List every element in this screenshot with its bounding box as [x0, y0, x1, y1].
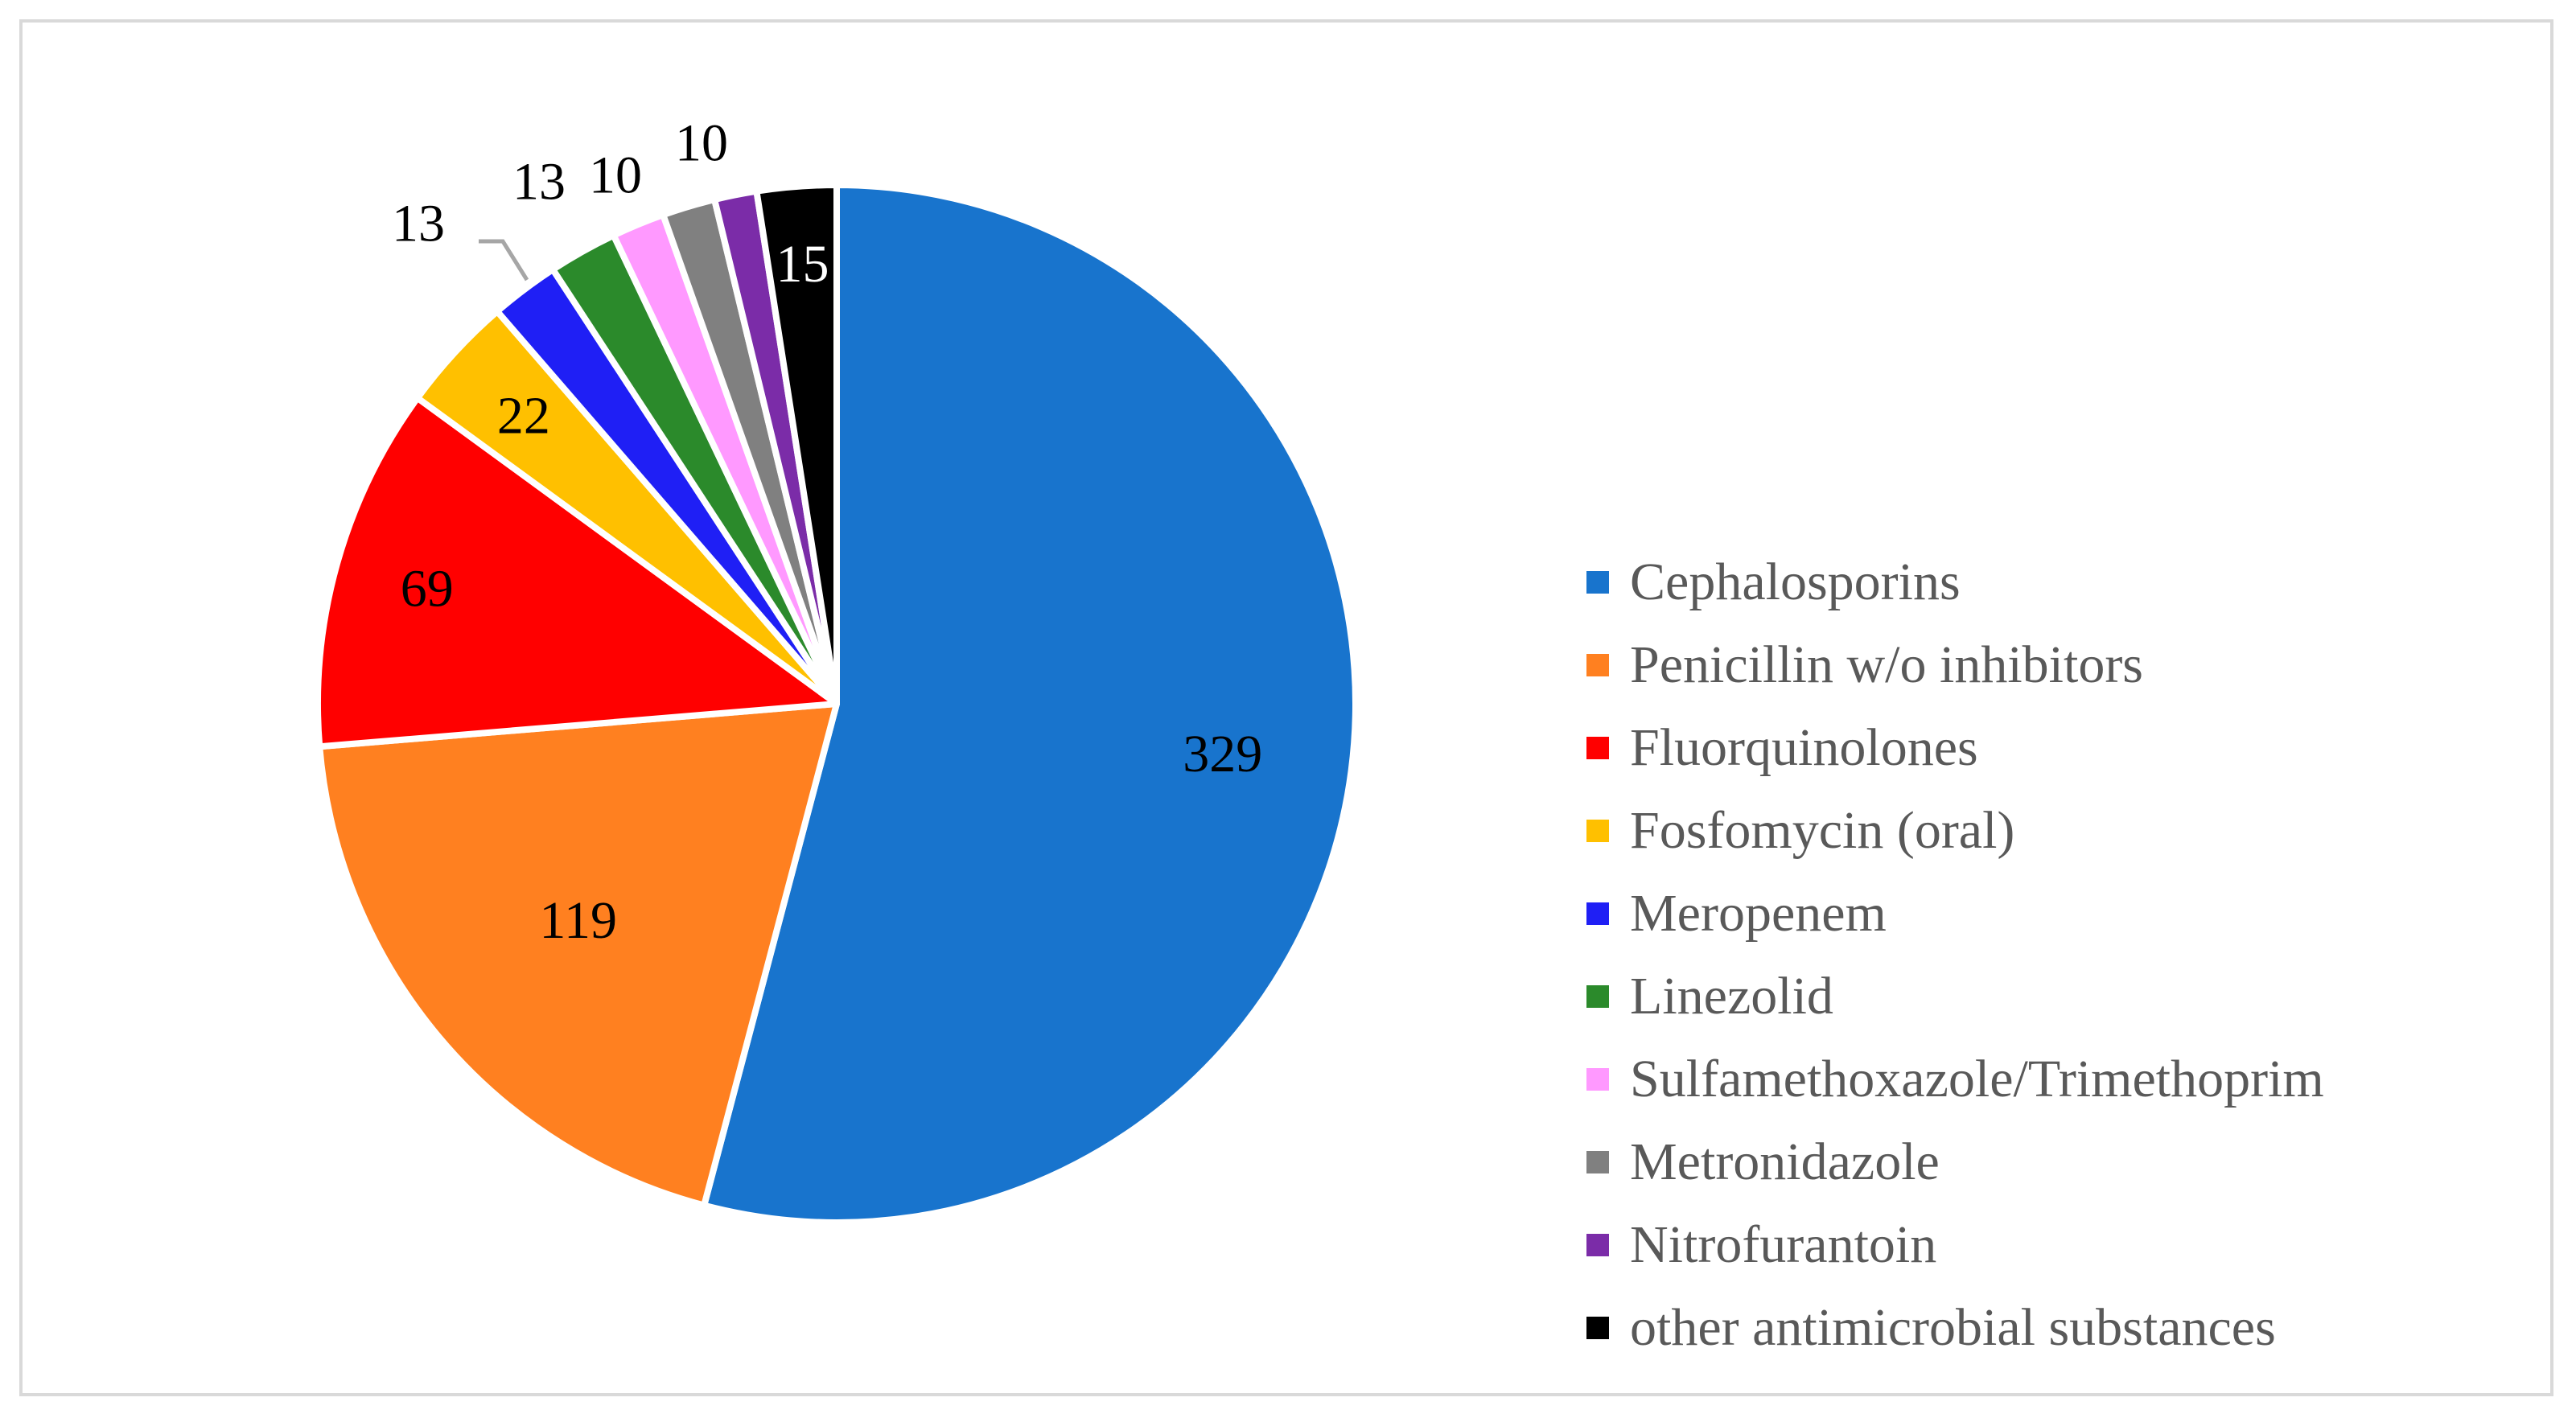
legend-swatch-meropenem [1586, 902, 1609, 925]
pie-slice-cephalosporins [701, 182, 1360, 1226]
data-label-meropenem: 13 [392, 195, 445, 253]
legend-label-nitrofurantoin: Nitrofurantoin [1630, 1215, 1937, 1274]
legend-label-meropenem: Meropenem [1630, 883, 1887, 943]
legend-swatch-linezolid [1586, 984, 1609, 1008]
legend-label-cephalosporins: Cephalosporins [1630, 552, 1961, 611]
legend-label-metronidazole: Metronidazole [1630, 1132, 1940, 1191]
pie-slice-penicillin-w-o-inhibitors [316, 701, 840, 1209]
legend-label-other-antimicrobial-substances: other antimicrobial substances [1630, 1297, 2276, 1357]
pie-slice-other-antimicrobial-substances [753, 182, 840, 707]
pie-slices [315, 182, 1360, 1226]
data-label-penicillin-w-o-inhibitors: 119 [539, 891, 617, 950]
legend-swatch-penicillin-w-o-inhibitors [1586, 653, 1609, 676]
data-label-fluorquinolones: 69 [401, 559, 454, 618]
legend-label-fosfomycin-oral: Fosfomycin (oral) [1630, 800, 2015, 860]
data-label-other-antimicrobial-substances: 15 [776, 235, 829, 294]
legend-swatch-fluorquinolones [1586, 736, 1609, 759]
legend-item-linezolid: Linezolid [1586, 955, 2536, 1038]
legend-label-sulfamethoxazole-trimethoprim: Sulfamethoxazole/Trimethoprim [1630, 1049, 2324, 1108]
legend: Cephalosporins Penicillin w/o inhibitors F… [1586, 540, 2536, 1369]
leader-line-meropenem [479, 239, 529, 282]
legend-swatch-fosfomycin-oral [1586, 819, 1609, 842]
legend-item-fluorquinolones: Fluorquinolones [1586, 706, 2536, 789]
legend-label-linezolid: Linezolid [1630, 966, 1833, 1025]
legend-label-fluorquinolones: Fluorquinolones [1630, 717, 1978, 777]
legend-item-penicillin-w-o-inhibitors: Penicillin w/o inhibitors [1586, 623, 2536, 706]
data-label-cephalosporins: 329 [1183, 725, 1262, 783]
legend-item-meropenem: Meropenem [1586, 872, 2536, 955]
legend-item-other-antimicrobial-substances: other antimicrobial substances [1586, 1286, 2536, 1369]
data-label-metronidazole: 10 [675, 114, 728, 173]
legend-item-sulfamethoxazole-trimethoprim: Sulfamethoxazole/Trimethoprim [1586, 1038, 2536, 1120]
legend-item-metronidazole: Metronidazole [1586, 1120, 2536, 1203]
data-label-fosfomycin-oral: 22 [497, 386, 550, 445]
data-labels: 329 119 69 22 13 13 10 10 15 [392, 114, 1262, 950]
legend-swatch-sulfamethoxazole-trimethoprim [1586, 1067, 1609, 1091]
legend-swatch-nitrofurantoin [1586, 1233, 1609, 1256]
leader-lines [479, 239, 529, 282]
legend-item-cephalosporins: Cephalosporins [1586, 540, 2536, 623]
pie-slice-fluorquinolones [315, 394, 840, 750]
legend-swatch-other-antimicrobial-substances [1586, 1316, 1609, 1339]
legend-swatch-metronidazole [1586, 1150, 1609, 1173]
legend-swatch-cephalosporins [1586, 570, 1609, 594]
legend-item-nitrofurantoin: Nitrofurantoin [1586, 1203, 2536, 1286]
legend-label-penicillin-w-o-inhibitors: Penicillin w/o inhibitors [1630, 635, 2143, 694]
legend-item-fosfomycin-oral: Fosfomycin (oral) [1586, 789, 2536, 872]
data-label-linezolid: 13 [512, 153, 566, 212]
data-label-sulfamethoxazole-trimethoprim: 10 [589, 146, 642, 205]
